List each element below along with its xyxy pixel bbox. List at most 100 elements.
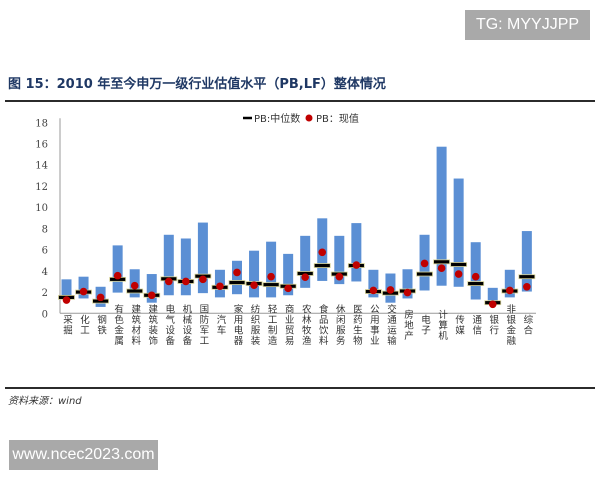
- x-tick-label: 轻工制造: [266, 304, 278, 347]
- current-value-dot: [79, 287, 88, 296]
- x-tick-label: 机械设备: [180, 304, 192, 347]
- current-value-dot: [147, 291, 156, 300]
- range-bar: [232, 260, 242, 295]
- range-bar: [436, 146, 447, 286]
- median-marker: [518, 274, 536, 280]
- range-bar: [487, 287, 498, 305]
- x-tick-label: 采掘: [61, 315, 73, 336]
- y-tick-label: 14: [35, 161, 48, 172]
- current-value-dot: [96, 293, 105, 302]
- footer-divider: [5, 387, 595, 389]
- x-tick-label: 建筑装饰: [146, 304, 158, 347]
- range-bar: [266, 241, 277, 298]
- current-value-dot: [437, 264, 446, 273]
- y-tick-label: 10: [35, 203, 48, 214]
- current-value-dot: [267, 272, 275, 281]
- current-value-dot: [62, 296, 71, 304]
- current-value-dot: [113, 271, 122, 280]
- median-marker: [313, 263, 331, 268]
- range-bar: [61, 279, 72, 299]
- y-tick-label: 2: [42, 288, 48, 299]
- y-tick-label: 4: [42, 267, 48, 278]
- current-value-dot: [318, 248, 327, 257]
- x-tick-label: 房地产: [402, 309, 414, 341]
- median-marker: [450, 262, 468, 267]
- median-marker: [126, 288, 144, 294]
- x-tick-label: 食品饮料: [317, 304, 329, 347]
- current-value-dot: [199, 275, 207, 284]
- y-tick-label: 12: [35, 182, 48, 193]
- current-value-dot: [250, 281, 258, 289]
- range-bar: [300, 235, 311, 288]
- y-tick-label: 0: [42, 309, 48, 320]
- legend-current-swatch: [305, 114, 313, 122]
- range-bar: [283, 253, 294, 296]
- range-bar: [504, 269, 515, 298]
- range-bar: [470, 242, 481, 300]
- median-marker: [416, 271, 433, 277]
- current-value-dot: [420, 259, 429, 268]
- median-marker: [467, 281, 485, 286]
- x-tick-label: 传媒: [453, 314, 465, 336]
- x-tick-label: 汽车: [214, 314, 226, 336]
- figure-title: 图 15：2010 年至今申万一级行业估值水平（PB,LF）整体情况: [8, 77, 386, 92]
- current-value-dot: [454, 270, 463, 278]
- current-value-dot: [386, 286, 395, 294]
- current-value-dot: [403, 288, 412, 297]
- range-bar: [368, 269, 379, 298]
- legend-median-label: PB:中位数: [254, 112, 300, 125]
- range-bar: [521, 231, 532, 292]
- median-marker: [262, 282, 280, 288]
- x-tick-label: 休闲服务: [334, 304, 346, 347]
- current-value-dot: [352, 261, 361, 269]
- current-value-dot: [369, 286, 378, 295]
- current-value-dot: [216, 282, 224, 291]
- source-note: 资料来源：wind: [8, 396, 82, 407]
- current-value-dot: [130, 281, 139, 290]
- range-bar: [402, 269, 413, 299]
- x-tick-label: 公用事业: [368, 304, 380, 346]
- range-bar: [78, 276, 89, 299]
- y-tick-label: 6: [42, 246, 48, 257]
- current-value-dot: [335, 272, 344, 281]
- title-divider: [5, 100, 595, 102]
- range-bar: [112, 245, 123, 293]
- current-value-dot: [301, 273, 310, 282]
- current-value-dot: [284, 284, 292, 293]
- x-tick-label: 交通运输: [385, 304, 397, 347]
- y-tick-label: 18: [35, 118, 48, 129]
- x-tick-label: 有色金属: [112, 304, 124, 347]
- x-tick-label: 计算机: [436, 309, 448, 341]
- legend-current-label: PB：现值: [316, 112, 359, 125]
- y-tick-label: 8: [42, 224, 48, 235]
- x-tick-label: 国防军工: [197, 304, 209, 346]
- median-marker: [433, 259, 451, 265]
- current-value-dot: [165, 277, 173, 286]
- range-bar: [146, 274, 157, 303]
- x-tick-label: 商业贸易: [283, 304, 295, 347]
- current-value-dot: [233, 268, 241, 277]
- x-tick-label: 农林牧渔: [300, 304, 312, 347]
- x-tick-label: 电气设备: [163, 304, 175, 347]
- x-tick-label: 建筑材料: [129, 304, 141, 347]
- range-bar: [351, 223, 362, 282]
- median-marker: [228, 280, 246, 285]
- x-tick-label: 通信: [470, 315, 482, 336]
- x-tick-label: 纺织服装: [249, 304, 261, 347]
- x-tick-label: 化工: [78, 314, 90, 336]
- x-tick-label: 综合: [521, 314, 533, 336]
- x-tick-label: 钢铁: [95, 314, 107, 336]
- watermark-bottom: www.ncec2023.com: [9, 440, 158, 470]
- range-bar: [334, 235, 345, 285]
- range-bar: [163, 234, 174, 296]
- y-tick-label: 16: [35, 140, 48, 151]
- current-value-dot: [182, 277, 190, 286]
- current-value-dot: [523, 282, 531, 291]
- range-bar: [180, 238, 191, 296]
- current-value-dot: [488, 300, 497, 309]
- x-tick-label: 电子: [419, 314, 431, 336]
- x-tick-label: 非银金融: [504, 304, 516, 347]
- range-bar: [197, 222, 208, 294]
- x-tick-label: 银行: [487, 314, 499, 336]
